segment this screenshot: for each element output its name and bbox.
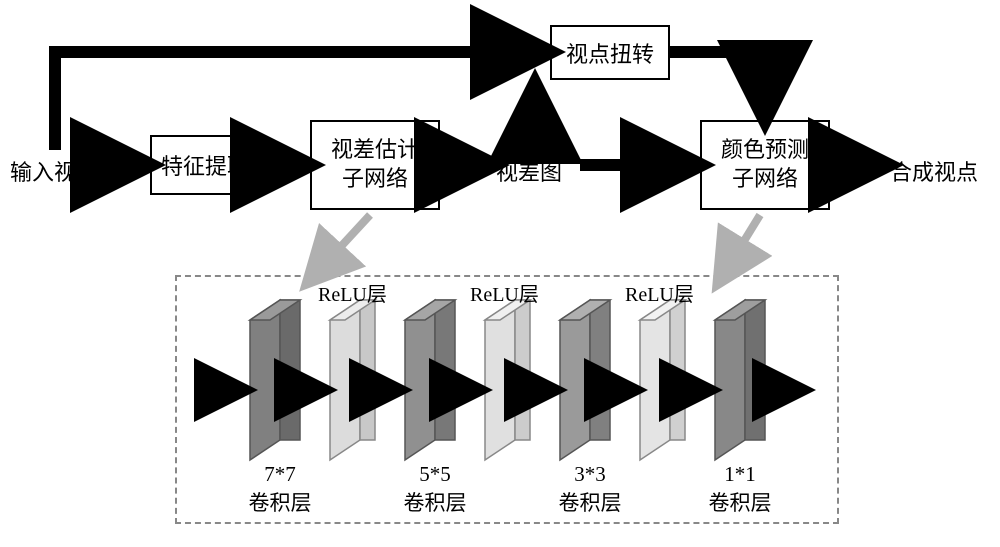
feature-extraction-box: 特征提取 — [150, 135, 260, 195]
feature-extraction-text: 特征提取 — [161, 149, 249, 181]
relu-label-2: ReLU层 — [470, 278, 539, 307]
disparity-net-box: 视差估计 子网络 — [310, 120, 440, 210]
relu-label-1: ReLU层 — [318, 278, 387, 307]
output-viewpoint-label: 合成视点 — [890, 155, 978, 187]
disparity-map-label: 视差图 — [496, 155, 562, 187]
conv-caption-2: 5*5 卷积层 — [395, 462, 475, 517]
color-net-text: 颜色预测 子网络 — [721, 136, 809, 193]
conv-caption-4: 1*1 卷积层 — [700, 462, 780, 517]
viewpoint-warp-box: 视点扭转 — [550, 25, 670, 80]
color-net-box: 颜色预测 子网络 — [700, 120, 830, 210]
conv-caption-1: 7*7 卷积层 — [240, 462, 320, 517]
viewpoint-warp-text: 视点扭转 — [566, 37, 654, 69]
relu-label-3: ReLU层 — [625, 278, 694, 307]
disparity-net-text: 视差估计 子网络 — [331, 136, 419, 193]
input-viewpoint-label: 输入视点 — [10, 155, 98, 187]
conv-caption-3: 3*3 卷积层 — [550, 462, 630, 517]
